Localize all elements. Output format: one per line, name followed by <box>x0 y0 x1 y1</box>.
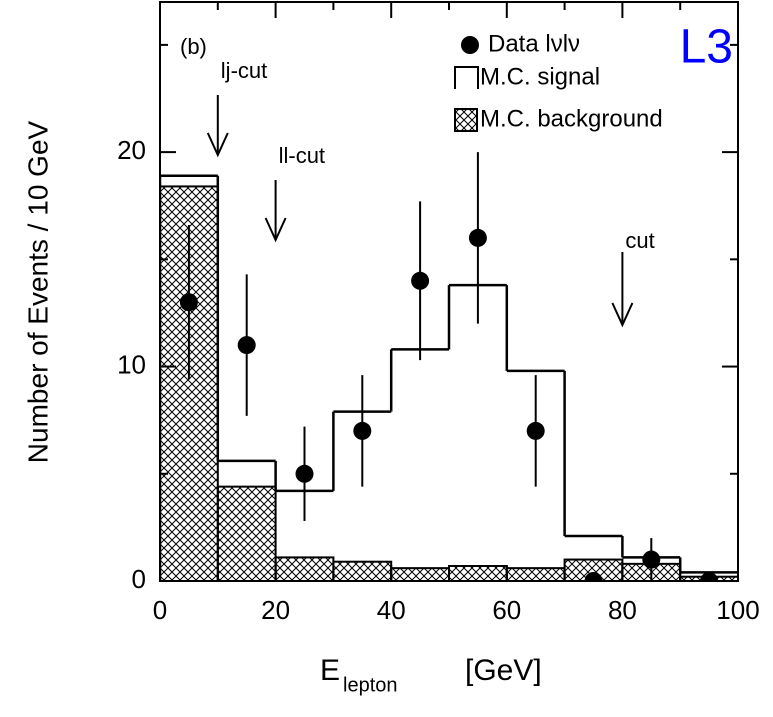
legend-marker <box>454 66 479 89</box>
data-point <box>295 464 314 483</box>
cut-arrowhead <box>611 302 634 328</box>
data-point <box>179 293 198 312</box>
cut-label: ll-cut <box>279 143 325 168</box>
x-tick-label: 0 <box>153 595 167 625</box>
legend-label: M.C. background <box>480 105 663 132</box>
experiment-label: L3 <box>680 21 733 74</box>
panel-label: (b) <box>180 34 207 59</box>
background-bin <box>332 560 393 581</box>
x-axis-unit: [GeV] <box>465 654 542 687</box>
x-axis-label-sub: lepton <box>343 674 398 696</box>
data-point <box>526 421 545 440</box>
data-point <box>642 550 661 569</box>
y-tick-label: 10 <box>117 349 146 379</box>
background-bin <box>390 567 451 581</box>
data-point <box>584 572 603 581</box>
x-axis-label: E <box>320 654 340 687</box>
x-tick-label: 20 <box>261 595 290 625</box>
cut-arrowhead <box>206 132 229 158</box>
data-point <box>353 421 372 440</box>
cut-label: cut <box>625 228 654 253</box>
y-axis-label: Number of Events / 10 GeV <box>22 120 53 463</box>
data-point <box>468 228 487 247</box>
background-bin <box>448 564 508 581</box>
background-bin <box>216 485 277 581</box>
y-tick-label: 20 <box>117 135 146 165</box>
data-point <box>411 271 430 290</box>
legend-label: M.C. signal <box>480 63 600 90</box>
cut-label: lj-cut <box>221 58 267 83</box>
data-point <box>700 572 719 581</box>
legend-marker <box>461 36 479 54</box>
cut-arrowhead <box>264 217 287 243</box>
background-bin <box>505 567 566 581</box>
y-tick-label: 0 <box>132 564 146 594</box>
plot-area <box>160 152 738 581</box>
x-tick-label: 40 <box>377 595 406 625</box>
x-tick-label: 60 <box>492 595 521 625</box>
legend-marker <box>454 108 478 132</box>
data-point <box>237 336 256 355</box>
background-bin <box>274 556 335 581</box>
x-tick-label: 80 <box>608 595 637 625</box>
legend-label: Data lνlν <box>488 30 580 57</box>
x-tick-label: 100 <box>716 595 759 625</box>
